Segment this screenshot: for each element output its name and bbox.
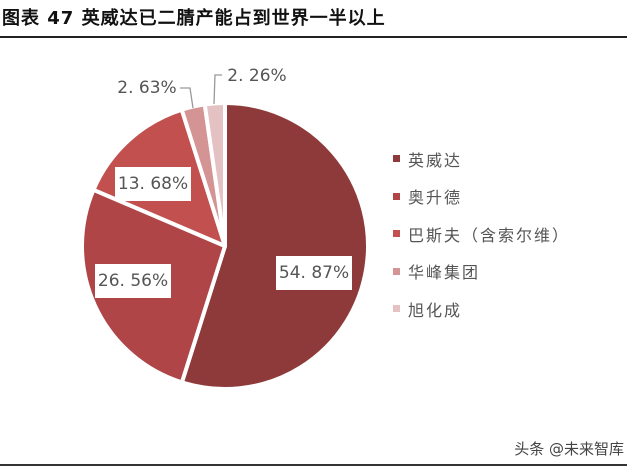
legend-label: 华峰集团 <box>408 263 481 283</box>
legend-item-ascend: 奥升德 <box>393 178 570 216</box>
slice-label-ascend: 26. 56% <box>95 264 171 298</box>
legend-item-huafeng: 华峰集团 <box>393 253 570 291</box>
title-divider <box>0 36 627 38</box>
legend-label: 英威达 <box>408 150 463 170</box>
legend-swatch-icon <box>393 192 400 200</box>
legend-swatch-icon <box>393 230 400 238</box>
slice-label-invista: 54. 87% <box>276 256 352 290</box>
slice-label-huafeng: 2. 63% <box>114 76 180 100</box>
leader-lines <box>180 74 222 109</box>
legend-item-basf: 巴斯夫（含索尔维） <box>393 215 570 253</box>
chart-legend: 英威达 奥升德 巴斯夫（含索尔维） 华峰集团 旭化成 <box>393 140 570 328</box>
watermark: 头条 @未来智库 <box>514 440 624 458</box>
slice-label-asahi: 2. 26% <box>224 64 290 88</box>
legend-label: 巴斯夫（含索尔维） <box>408 225 571 245</box>
bottom-divider <box>0 464 627 466</box>
legend-item-asahi: 旭化成 <box>393 290 570 328</box>
legend-swatch-icon <box>393 267 400 275</box>
legend-swatch-icon <box>393 305 400 313</box>
pie-slices <box>80 101 370 391</box>
pie-slice <box>179 101 370 391</box>
chart-title: 图表 47 英威达已二腈产能占到世界一半以上 <box>2 8 386 29</box>
pie-slice <box>202 101 227 248</box>
legend-label: 旭化成 <box>408 300 463 320</box>
leader-line-2-63 <box>180 87 194 109</box>
legend-label: 奥升德 <box>408 188 463 208</box>
slice-label-basf: 13. 68% <box>115 167 191 201</box>
legend-swatch-icon <box>393 155 400 163</box>
leader-line-2-26 <box>213 74 222 105</box>
legend-item-invista: 英威达 <box>393 140 570 178</box>
